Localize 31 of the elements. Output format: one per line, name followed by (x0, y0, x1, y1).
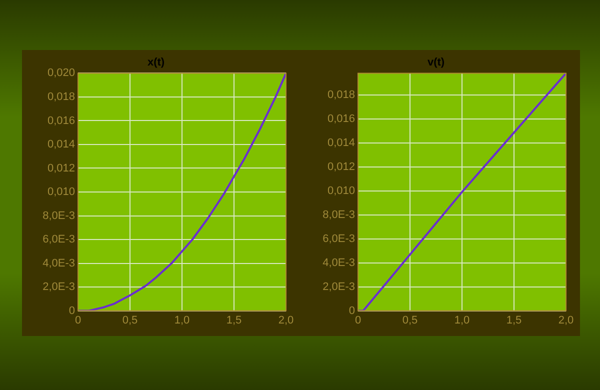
y-tick-label: 0,012 (47, 162, 75, 174)
x-tick-label: 0,5 (402, 314, 418, 326)
y-tick-label: 0,014 (327, 136, 355, 149)
x-tick-label: 2,0 (558, 314, 574, 326)
y-tick-label: 4,0E-3 (322, 256, 355, 269)
y-tick-label: 8,0E-3 (42, 210, 75, 222)
y-tick-label: 0,014 (47, 138, 75, 151)
y-tick-label: 0,018 (327, 88, 355, 101)
chart-title: v(t) (427, 56, 445, 69)
x-tick-label: 2,0 (278, 314, 294, 326)
chart-title: x(t) (147, 56, 165, 69)
y-tick-label: 8,0E-3 (322, 208, 355, 221)
x-tick-label: 1,0 (454, 314, 470, 326)
y-tick-label: 2,0E-3 (322, 280, 355, 293)
y-tick-label: 0,018 (47, 90, 75, 103)
x-tick-label: 1,5 (506, 314, 522, 326)
x-tick-label: 1,0 (174, 314, 190, 326)
y-tick-label: 0,012 (327, 160, 355, 173)
y-tick-label: 6,0E-3 (322, 232, 355, 245)
y-tick-label: 6,0E-3 (42, 234, 75, 246)
x-tick-label: 1,5 (226, 314, 242, 326)
y-tick-label: 0 (68, 304, 75, 317)
y-tick-label: 0,016 (47, 114, 75, 127)
y-tick-label: 0,010 (327, 184, 355, 197)
y-tick-label: 2,0E-3 (42, 281, 75, 294)
y-tick-label: 0,010 (47, 186, 75, 198)
y-tick-label: 4,0E-3 (42, 257, 75, 270)
y-tick-label: 0,016 (327, 112, 355, 125)
x-tick-label: 0,5 (122, 314, 138, 326)
y-tick-label: 0 (348, 304, 355, 317)
y-tick-label: 0,020 (47, 67, 75, 80)
